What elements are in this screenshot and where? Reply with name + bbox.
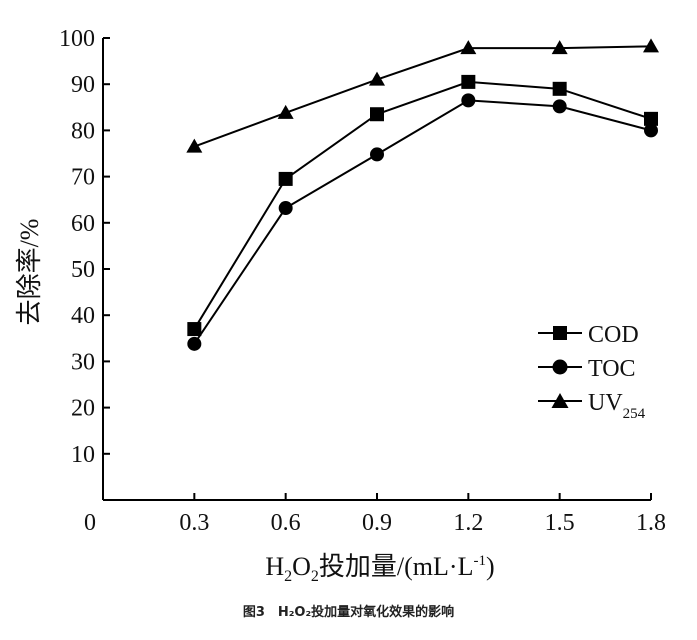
data-point-toc bbox=[370, 147, 384, 162]
data-point-uv bbox=[643, 38, 659, 53]
x-axis-title-suffix: ) bbox=[486, 552, 495, 581]
data-point-uv bbox=[277, 104, 294, 119]
y-tick-label: 50 bbox=[71, 257, 95, 283]
figure-caption: 图3 H₂O₂投加量对氧化效果的影响 bbox=[242, 605, 455, 620]
data-point-cod bbox=[552, 81, 567, 96]
data-point-cod bbox=[644, 111, 658, 126]
series-line-cod bbox=[193, 80, 652, 330]
y-tick-label: 40 bbox=[71, 303, 95, 329]
x-axis-title-sub2: 2 bbox=[311, 568, 319, 585]
legend-item-toc: TOC bbox=[538, 356, 636, 382]
y-tick-label: 60 bbox=[71, 211, 95, 237]
x-tick-label: 0.3 bbox=[179, 510, 209, 536]
x-axis-title-sup: -1 bbox=[473, 553, 486, 569]
x-axis-title-h: H bbox=[265, 552, 284, 581]
data-point-uv bbox=[460, 40, 477, 55]
y-tick-label: 10 bbox=[71, 442, 95, 468]
y-tick-label: 30 bbox=[71, 349, 95, 375]
y-tick-label: 90 bbox=[71, 72, 95, 98]
data-point-toc bbox=[461, 93, 476, 108]
data-point-uv bbox=[369, 71, 385, 86]
y-tick-label: 70 bbox=[71, 165, 95, 191]
tick-marks: 10 20 30 40 50 60 70 80 90 100 0.3 0.6 0.9 1.2 1.5 1.8 bbox=[59, 26, 666, 536]
y-tick-label: 80 bbox=[71, 118, 95, 144]
data-point-cod bbox=[461, 74, 476, 89]
origin-label: 0 bbox=[84, 510, 96, 536]
data-point-cod bbox=[370, 107, 384, 122]
data-point-toc bbox=[552, 99, 567, 114]
data-point-cod bbox=[187, 322, 202, 337]
series-lines bbox=[193, 45, 652, 345]
data-point-toc bbox=[644, 123, 658, 138]
data-point-uv bbox=[186, 138, 203, 153]
legend-item-cod: COD bbox=[538, 322, 639, 348]
x-tick-label: 1.2 bbox=[453, 510, 483, 536]
x-tick-label: 1.5 bbox=[545, 510, 575, 536]
x-axis-title-text: 投加量/(mL·L bbox=[319, 552, 474, 581]
x-axis-title: H2O2投加量/(mL·L-1) bbox=[265, 552, 494, 585]
y-tick-label: 20 bbox=[71, 396, 95, 422]
legend-label-uv-main: UV bbox=[588, 390, 623, 416]
data-point-toc bbox=[187, 336, 202, 351]
series-line-uv bbox=[193, 45, 652, 148]
legend-label-toc: TOC bbox=[588, 356, 636, 382]
series-line-toc bbox=[193, 99, 652, 345]
data-point-cod bbox=[278, 171, 293, 186]
x-tick-label: 1.8 bbox=[636, 510, 666, 536]
data-point-uv bbox=[551, 40, 568, 55]
y-tick-label: 100 bbox=[59, 26, 95, 52]
x-axis-title-o: O bbox=[292, 552, 311, 581]
legend-item-uv: UV254 bbox=[538, 390, 646, 422]
data-point-toc bbox=[278, 201, 293, 216]
legend: COD TOC UV254 bbox=[538, 322, 646, 422]
legend-marker-toc bbox=[552, 359, 568, 375]
legend-marker-cod bbox=[553, 326, 567, 340]
x-tick-label: 0.6 bbox=[271, 510, 301, 536]
y-axis-title: 去除率/% bbox=[15, 219, 44, 326]
x-tick-label: 0.9 bbox=[362, 510, 392, 536]
x-axis-title-sub1: 2 bbox=[284, 568, 292, 585]
legend-marker-uv bbox=[551, 393, 569, 408]
series-markers bbox=[186, 38, 659, 351]
legend-label-cod: COD bbox=[588, 322, 639, 348]
legend-label-uv: UV254 bbox=[588, 390, 646, 422]
legend-label-uv-sub: 254 bbox=[623, 406, 646, 422]
